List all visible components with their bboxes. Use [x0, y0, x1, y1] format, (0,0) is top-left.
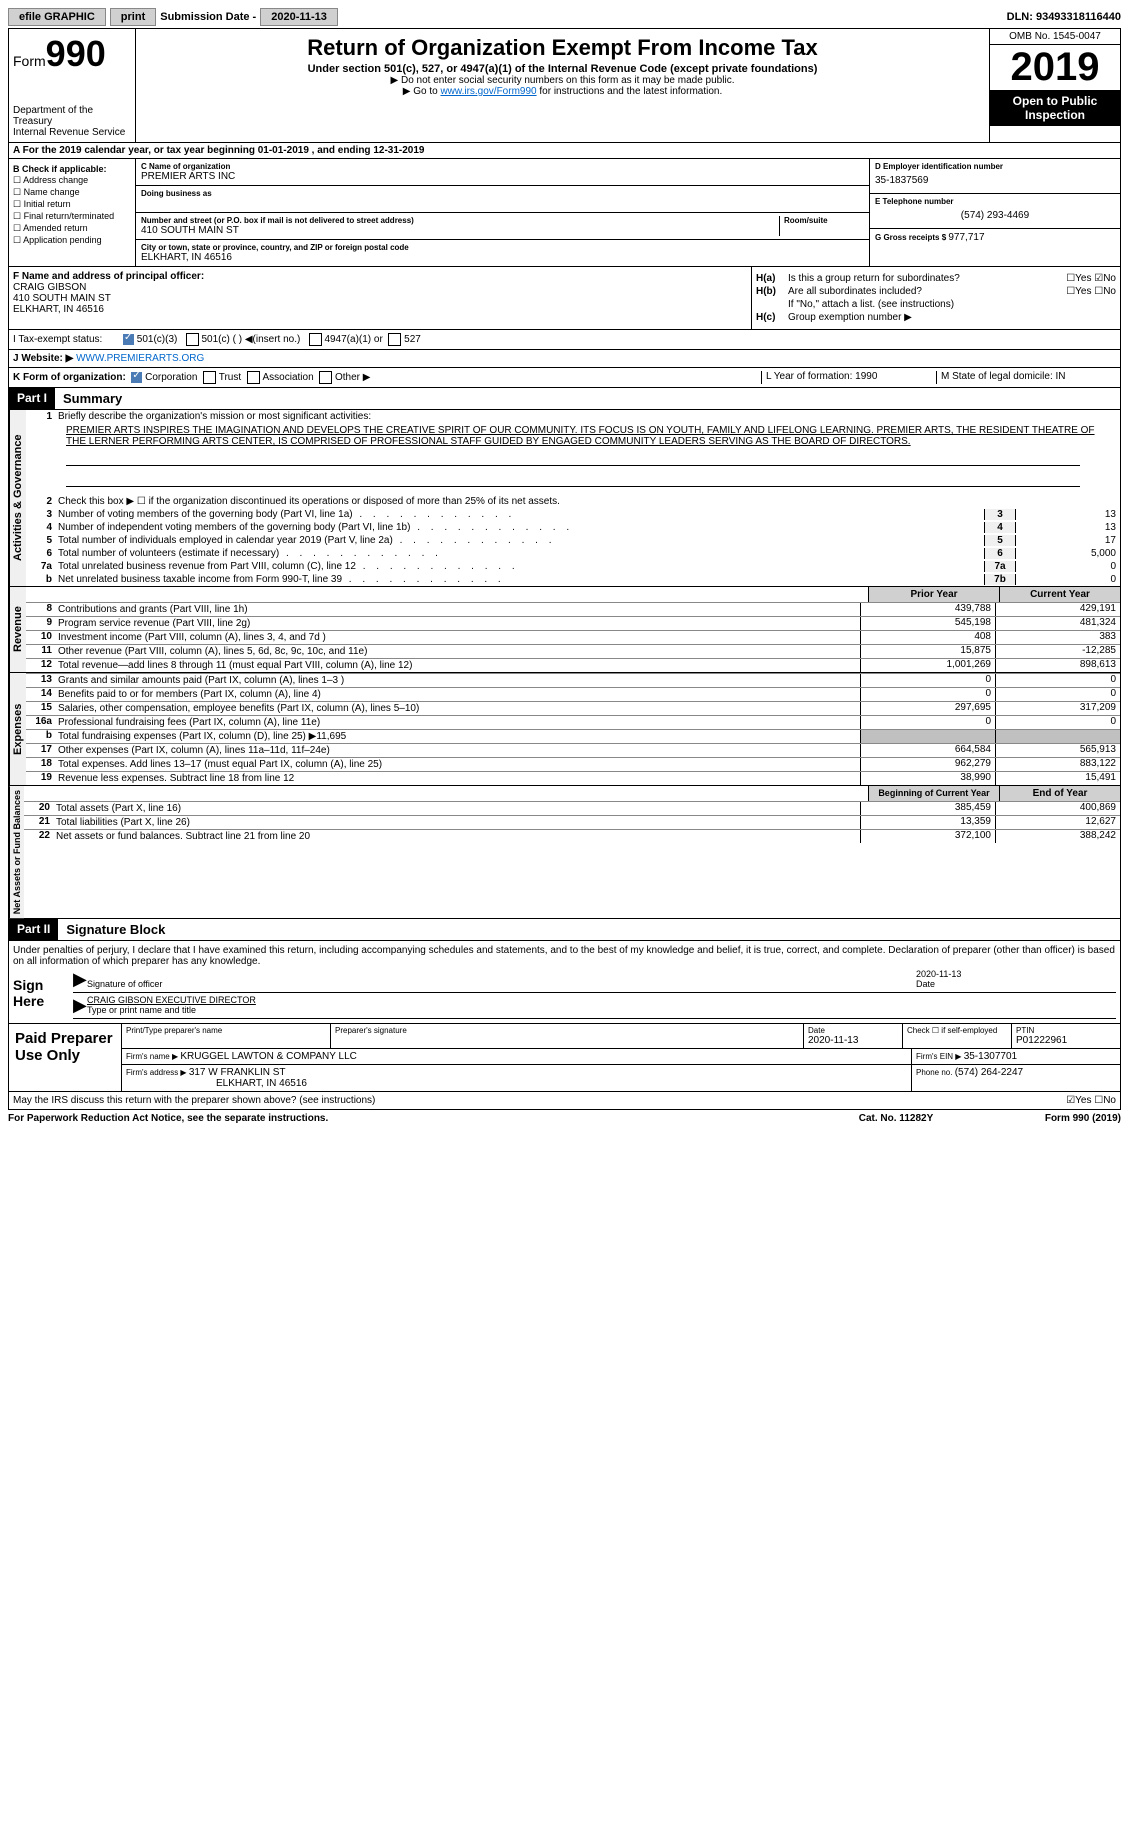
part1-header: Part I Summary: [8, 388, 1121, 410]
paid-preparer: Paid Preparer Use Only Print/Type prepar…: [8, 1024, 1121, 1092]
row-a: A For the 2019 calendar year, or tax yea…: [8, 143, 1121, 159]
form-title: Return of Organization Exempt From Incom…: [144, 35, 981, 61]
form-header: Form990 Department of the Treasury Inter…: [8, 28, 1121, 143]
row-fgh: F Name and address of principal officer:…: [8, 267, 1121, 330]
main-info: B Check if applicable: Address change Na…: [8, 159, 1121, 267]
signature-block: Under penalties of perjury, I declare th…: [8, 941, 1121, 1024]
activities-governance: Activities & Governance 1Briefly describ…: [8, 410, 1121, 587]
website-row: J Website: ▶ WWW.PREMIERARTS.ORG: [8, 350, 1121, 368]
print-btn[interactable]: print: [110, 8, 156, 26]
efile-btn[interactable]: efile GRAPHIC: [8, 8, 106, 26]
501c3-checkbox: [123, 334, 134, 345]
net-assets-section: Net Assets or Fund Balances Beginning of…: [8, 786, 1121, 919]
tax-exempt-status: I Tax-exempt status: 501(c)(3) 501(c) ( …: [8, 330, 1121, 350]
subdate-lbl: Submission Date -: [160, 11, 256, 23]
row-klm: K Form of organization: Corporation Trus…: [8, 368, 1121, 388]
instructions-link[interactable]: www.irs.gov/Form990: [440, 86, 536, 97]
footer: For Paperwork Reduction Act Notice, see …: [8, 1110, 1121, 1127]
part2-header: Part II Signature Block: [8, 919, 1121, 941]
dln: DLN: 93493318116440: [1007, 11, 1121, 23]
tax-year: 2019: [990, 45, 1120, 90]
toolbar: efile GRAPHIC print Submission Date - 20…: [8, 8, 1121, 26]
discuss-row: May the IRS discuss this return with the…: [8, 1092, 1121, 1110]
expenses-section: Expenses 13Grants and similar amounts pa…: [8, 673, 1121, 786]
revenue-section: Revenue Prior YearCurrent Year 8Contribu…: [8, 587, 1121, 673]
website-link[interactable]: WWW.PREMIERARTS.ORG: [76, 353, 204, 364]
subdate: 2020-11-13: [260, 8, 338, 26]
